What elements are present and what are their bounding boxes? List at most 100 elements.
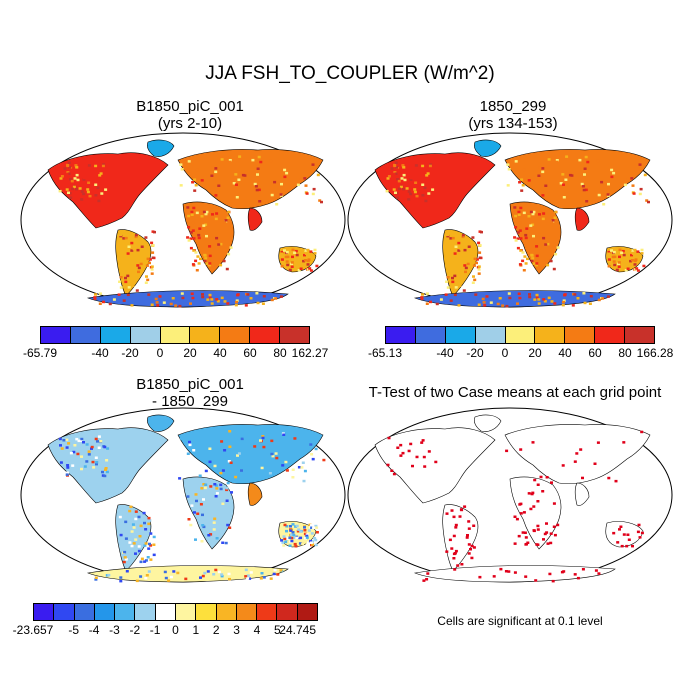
map-grid-cell <box>82 176 86 180</box>
map-grid-cell <box>473 257 477 261</box>
map-grid-cell <box>300 534 304 537</box>
colorbar-swatch <box>74 604 95 620</box>
map-grid-cell <box>98 302 102 305</box>
map-grid-cell <box>235 300 238 304</box>
map-grid-cell <box>556 246 560 249</box>
map-grid-cell <box>187 160 191 163</box>
map-grid-cell <box>124 558 128 561</box>
colorbar-swatch <box>280 327 310 343</box>
map-grid-cell <box>100 192 104 195</box>
map-grid-cell <box>66 464 70 467</box>
landmass-europeAsia <box>177 149 324 210</box>
map-grid-cell <box>477 272 481 275</box>
map-grid-cell <box>136 264 140 267</box>
map-grid-cell <box>290 265 294 268</box>
landmass-greenland <box>474 414 502 432</box>
map-grid-cell <box>93 297 97 300</box>
map-grid-cell <box>612 250 616 254</box>
map-grid-cell <box>130 530 134 533</box>
map-grid-cell <box>518 181 522 184</box>
map-grid-cell <box>451 236 455 240</box>
map-grid-cell <box>190 568 194 572</box>
map-grid-cell <box>204 223 208 226</box>
map-grid-cell <box>60 175 64 178</box>
map-grid-cell <box>401 164 405 167</box>
map-grid-cell <box>94 578 98 581</box>
map-grid-cell <box>117 293 121 296</box>
map-grid-cell <box>553 302 557 305</box>
map-grid-cell <box>153 230 156 234</box>
map-grid-cell <box>215 212 219 215</box>
map-grid-cell <box>75 183 79 186</box>
map-grid-cell <box>119 276 123 279</box>
panel-title-line1: T-Test of two Case means at each grid po… <box>368 384 662 401</box>
map-grid-cell <box>546 542 550 545</box>
map-grid-cell <box>197 236 201 240</box>
map-grid-cell <box>145 264 149 267</box>
map-grid-cell <box>610 265 614 268</box>
map-grid-cell <box>633 263 637 266</box>
map-grid-cell <box>195 168 199 172</box>
map-grid-cell <box>283 175 287 179</box>
map-grid-cell <box>82 441 85 444</box>
map-grid-cell <box>524 233 528 237</box>
map-grid-cell <box>237 452 241 455</box>
map-grid-cell <box>139 575 143 578</box>
map-grid-cell <box>532 505 536 508</box>
map-grid-cell <box>633 248 637 252</box>
map-grid-cell <box>571 304 575 307</box>
map-grid-cell <box>474 293 478 296</box>
map-grid-cell <box>460 563 464 566</box>
map-grid-cell <box>227 460 231 463</box>
map-grid-cell <box>546 242 550 246</box>
map-grid-cell <box>295 253 299 257</box>
map-grid-cell <box>541 175 545 178</box>
map-grid-cell <box>138 237 142 241</box>
map-grid-cell <box>80 455 83 458</box>
map-grid-cell <box>549 259 553 263</box>
map-grid-cell <box>257 155 261 159</box>
map-grid-cell <box>152 535 156 539</box>
map-grid-cell <box>535 254 539 258</box>
map-grid-cell <box>197 233 201 237</box>
map-grid-cell <box>586 160 590 164</box>
map-grid-cell <box>127 286 131 289</box>
map-grid-cell <box>192 237 196 240</box>
map-grid-cell <box>433 184 437 188</box>
map-grid-cell <box>215 236 219 240</box>
map-grid-cell <box>467 543 471 546</box>
map-grid-cell <box>192 206 196 210</box>
map-grid-cell <box>527 179 531 182</box>
colorbar-swatch <box>135 604 156 620</box>
map-grid-cell <box>424 199 428 203</box>
map-grid-cell <box>147 547 151 550</box>
colorbar-tick-label: -40 <box>91 346 109 360</box>
map-grid-cell <box>141 244 144 247</box>
map-grid-cell <box>122 560 126 564</box>
map-grid-cell <box>607 182 610 186</box>
map-grid-cell <box>622 441 626 444</box>
map-grid-cell <box>616 541 620 544</box>
map-grid-cell <box>179 437 183 440</box>
map-grid-cell <box>321 431 325 435</box>
map-grid-cell <box>204 257 208 260</box>
map-grid-cell <box>66 171 70 174</box>
colorbar-tick-label: 0 <box>172 623 179 637</box>
map-grid-cell <box>519 502 523 506</box>
map-grid-cell <box>521 531 525 534</box>
map-grid-cell <box>575 452 579 455</box>
map-grid-cell <box>301 542 305 546</box>
map-grid-cell <box>240 469 243 472</box>
map-grid-cell <box>223 221 227 224</box>
map-grid-cell <box>477 268 481 271</box>
map-grid-cell <box>94 164 98 168</box>
map-grid-cell <box>144 281 148 284</box>
map-grid-cell <box>171 297 175 300</box>
map-grid-cell <box>181 296 185 300</box>
map-grid-cell <box>303 529 307 532</box>
map-grid-cell <box>466 262 470 266</box>
map-grid-cell <box>618 528 621 531</box>
map-grid-cell <box>461 234 465 237</box>
map-top-left <box>20 132 346 308</box>
map-grid-cell <box>617 265 621 268</box>
